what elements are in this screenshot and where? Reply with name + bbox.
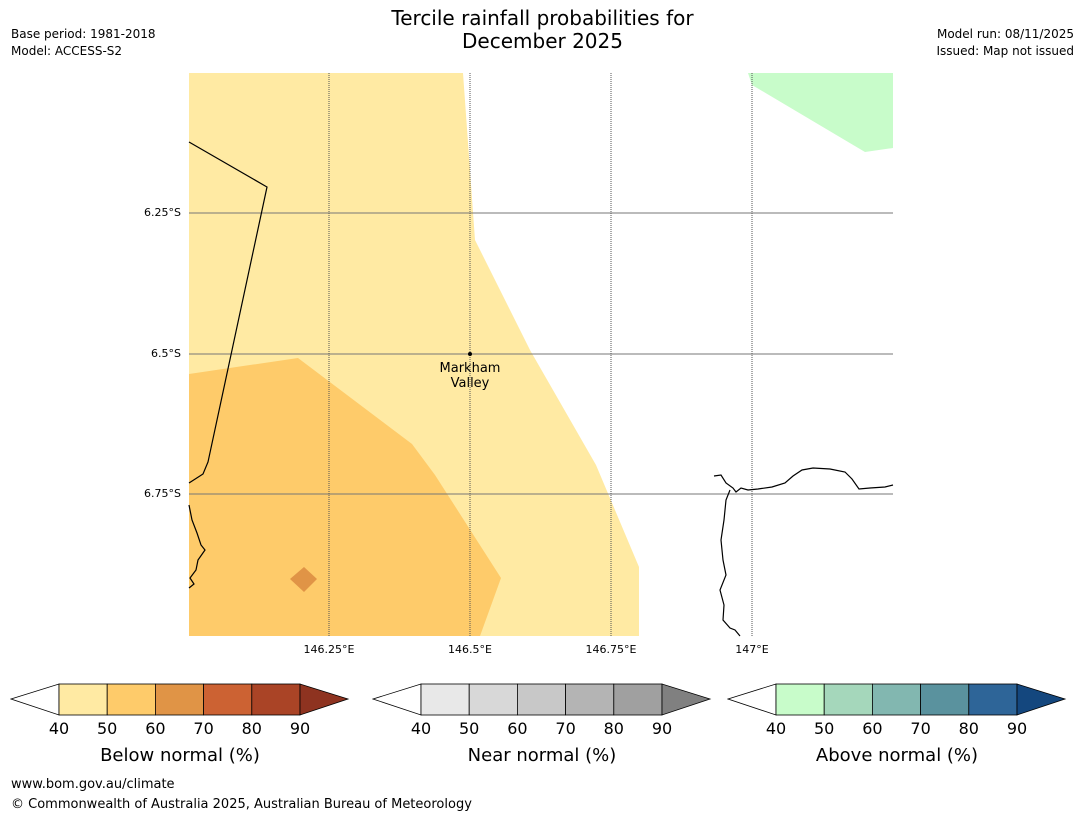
below-normal-tick-label: 50	[97, 719, 118, 738]
latitude-grid-lines	[189, 212, 893, 495]
above-normal-colorbar-lower-extension	[727, 683, 777, 716]
colorbar-above-normal	[727, 683, 1067, 716]
above-normal-tick-label: 70	[910, 719, 931, 738]
near-normal-colorbar-segment-80-90	[613, 683, 663, 716]
above-normal-colorbar-segment-50-60	[823, 683, 873, 716]
above-normal-tick-label: 60	[862, 719, 883, 738]
legend-title-above-normal: Above normal (%)	[815, 745, 979, 766]
markham-valley-marker	[468, 352, 472, 356]
header-meta-left: Base period: 1981-2018 Model: ACCESS-S2	[11, 26, 156, 60]
above-normal-colorbar-segment-60-70	[871, 683, 921, 716]
near-normal-tick-label: 80	[603, 719, 624, 738]
below-normal-colorbar-segment-40-50	[58, 683, 108, 716]
issued-text: Issued: Map not issued	[936, 44, 1074, 58]
title-line-1: Tercile rainfall probabilities for	[391, 6, 694, 30]
below-normal-colorbar-segment-60-70	[154, 683, 204, 716]
near-normal-colorbar-lower-extension	[372, 683, 422, 716]
below-normal-tick-label: 60	[145, 719, 166, 738]
colorbar-near-normal	[372, 683, 712, 716]
below-normal-colorbar-segment-50-60	[106, 683, 156, 716]
below-normal-tick-label: 70	[193, 719, 214, 738]
above-normal-40-50-region	[748, 73, 893, 152]
above-normal-colorbar-segment-40-50	[775, 683, 825, 716]
lon-label-146-75: 146.75°E	[585, 643, 637, 656]
place-label-line-2: Valley	[450, 376, 490, 391]
below-normal-tick-label: 90	[289, 719, 311, 738]
near-normal-tick-label: 60	[507, 719, 528, 738]
near-normal-tick-label: 90	[651, 719, 673, 738]
map-title: Tercile rainfall probabilities for Decem…	[0, 7, 1085, 53]
legend-title-below-normal: Below normal (%)	[100, 745, 260, 766]
near-normal-colorbar-upper-extension	[661, 683, 712, 716]
above-normal-tick-label: 40	[765, 719, 787, 738]
near-normal-colorbar-segment-60-70	[516, 683, 566, 716]
title-line-2: December 2025	[462, 29, 623, 53]
coastlines-and-borders	[188, 141, 894, 637]
below-normal-50-60-region	[189, 358, 501, 636]
below-normal-tick-label: 40	[48, 719, 70, 738]
footer: www.bom.gov.au/climate © Commonwealth of…	[11, 775, 472, 815]
above-normal-colorbar-upper-extension	[1016, 683, 1067, 716]
place-label-markham-valley: Markham Valley	[420, 361, 520, 391]
header-meta-right: Model run: 08/11/2025 Issued: Map not is…	[936, 26, 1074, 60]
lat-label-6-5: 6.5°S	[151, 347, 181, 360]
legend-above-normal: Above normal (%) 40 50 60 70 80 90	[727, 683, 1067, 773]
legend-title-near-normal: Near normal (%)	[467, 745, 617, 766]
above-normal-colorbar-segment-80-90	[968, 683, 1018, 716]
below-normal-colorbar-segment-70-80	[203, 683, 253, 716]
colorbar-below-normal	[10, 683, 350, 716]
lon-label-146-25: 146.25°E	[303, 643, 355, 656]
near-normal-colorbar-segment-50-60	[468, 683, 518, 716]
lon-label-146-5: 146.5°E	[448, 643, 492, 656]
base-period-text: Base period: 1981-2018	[11, 27, 156, 41]
below-normal-colorbar-lower-extension	[10, 683, 60, 716]
probability-map	[188, 73, 894, 637]
near-normal-colorbar-segment-70-80	[565, 683, 615, 716]
above-normal-tick-label: 80	[958, 719, 979, 738]
near-normal-tick-label: 50	[459, 719, 480, 738]
footer-url: www.bom.gov.au/climate	[11, 777, 175, 792]
below-normal-colorbar-upper-extension	[299, 683, 350, 716]
above-normal-tick-label: 50	[814, 719, 835, 738]
model-text: Model: ACCESS-S2	[11, 44, 123, 58]
below-normal-tick-label: 80	[241, 719, 262, 738]
near-normal-tick-label: 70	[555, 719, 576, 738]
place-label-line-1: Markham	[439, 361, 501, 376]
legend-near-normal: Near normal (%) 40 50 60 70 80 90	[372, 683, 712, 773]
lon-label-147: 147°E	[735, 643, 769, 656]
lat-label-6-75: 6.75°S	[144, 487, 181, 500]
lat-label-6-25: 6.25°S	[144, 206, 181, 219]
near-normal-colorbar-segment-40-50	[420, 683, 470, 716]
footer-copyright: © Commonwealth of Australia 2025, Austra…	[11, 797, 472, 812]
near-normal-tick-label: 40	[410, 719, 432, 738]
below-normal-colorbar-segment-80-90	[251, 683, 301, 716]
below-normal-60-70-patch	[290, 567, 317, 592]
legend-below-normal: Below normal (%) 40 50 60 70 80 90	[10, 683, 350, 773]
above-normal-colorbar-segment-70-80	[920, 683, 970, 716]
above-normal-tick-label: 90	[1006, 719, 1028, 738]
model-run-text: Model run: 08/11/2025	[936, 27, 1074, 41]
